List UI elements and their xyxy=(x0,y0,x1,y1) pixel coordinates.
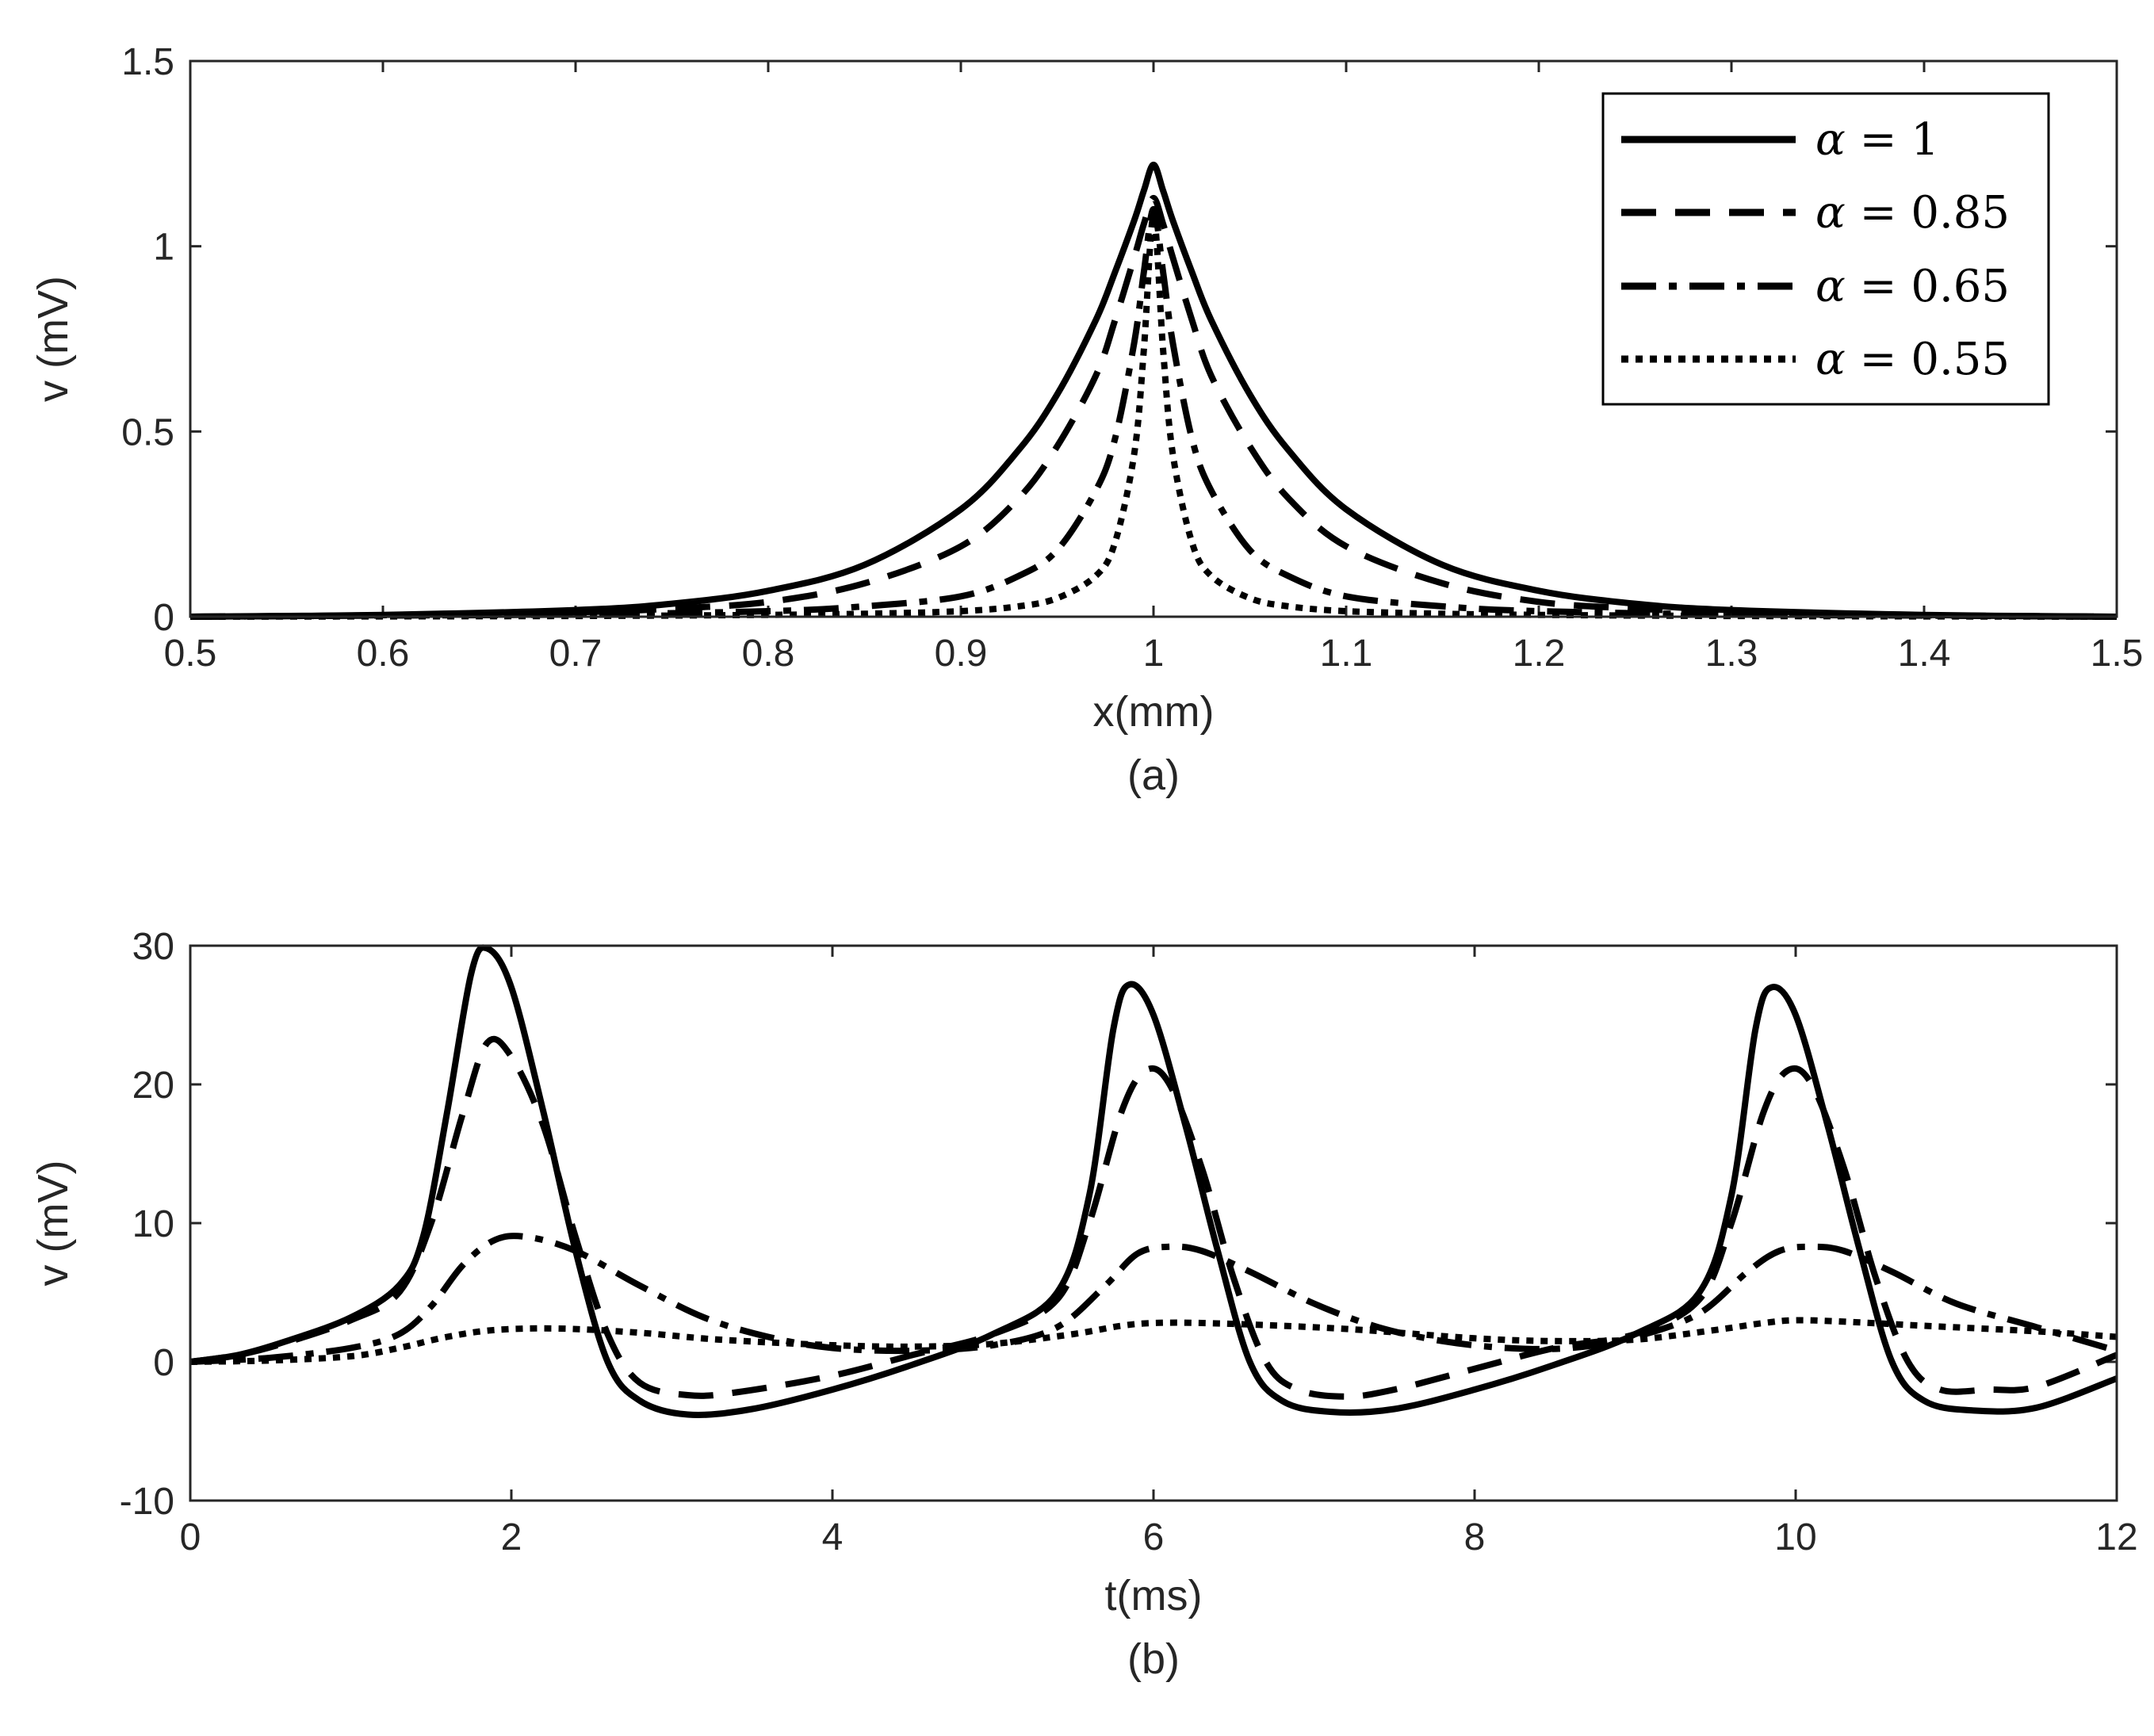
panel-a-y-axis-label: v (mV) xyxy=(29,276,77,402)
a-y-tick-label: 1 xyxy=(153,227,174,269)
b-x-tick-label: 2 xyxy=(501,1516,522,1558)
b-y-tick-label: -10 xyxy=(120,1481,174,1523)
a-series-line-solid xyxy=(189,161,2118,620)
panel-b-caption: (b) xyxy=(1127,1635,1180,1683)
b-y-tick-label: 30 xyxy=(132,926,174,968)
legend-entry-alpha-1: α = 1 xyxy=(1815,114,1939,166)
a-y-tick-label: 0.5 xyxy=(121,411,174,453)
a-y-tick-label: 0 xyxy=(153,597,174,639)
legend-entry-alpha-0.65: α = 0.65 xyxy=(1815,261,2010,312)
a-x-tick-label: 1.3 xyxy=(1705,633,1758,675)
a-x-tick-label: 1.2 xyxy=(1513,633,1566,675)
b-series-line-solid xyxy=(189,944,2118,1418)
b-series-line-dashed xyxy=(189,1035,2118,1400)
panel-b-axes-frame xyxy=(189,944,2118,1502)
panel-a-x-tick-labels: 0.5 0.6 0.7 0.8 0.9 1 1.1 1.2 1.3 1.4 1.5 xyxy=(164,633,2144,675)
panel-b-y-tick-labels: -10 0 10 20 30 xyxy=(120,926,174,1523)
a-x-tick-label: 0.6 xyxy=(357,633,410,675)
b-y-tick-label: 0 xyxy=(153,1342,174,1384)
b-x-tick-label: 0 xyxy=(180,1516,201,1558)
b-series-line-dashdot xyxy=(189,1233,2118,1365)
a-x-tick-label: 0.8 xyxy=(742,633,795,675)
legend-entry-alpha-0.55: α = 0.55 xyxy=(1815,334,2010,385)
panel-a-y-tick-labels: 0 0.5 1 1.5 xyxy=(121,41,174,639)
panel-a-caption: (a) xyxy=(1127,751,1180,799)
a-y-tick-label: 1.5 xyxy=(121,41,174,83)
panel-b-y-axis-label: v (mV) xyxy=(29,1161,77,1287)
a-x-tick-label: 0.9 xyxy=(935,633,988,675)
panel-a-x-axis-label: x(mm) xyxy=(1093,688,1215,736)
legend-entry-alpha-0.85: α = 0.85 xyxy=(1815,187,2010,239)
a-x-tick-label: 0.7 xyxy=(549,633,603,675)
b-x-tick-label: 4 xyxy=(822,1516,844,1558)
b-x-tick-label: 6 xyxy=(1143,1516,1165,1558)
a-series-line-dashdot xyxy=(189,205,2118,620)
a-x-tick-label: 1.5 xyxy=(2091,633,2144,675)
a-series-line-dashed xyxy=(189,194,2118,620)
b-y-tick-label: 20 xyxy=(132,1065,174,1107)
legend-box xyxy=(1601,92,2050,406)
a-x-tick-label: 1.1 xyxy=(1320,633,1373,675)
a-series-line-dotted xyxy=(189,213,2118,620)
a-x-tick-label: 1 xyxy=(1143,633,1165,675)
a-x-tick-label: 0.5 xyxy=(164,633,217,675)
panel-a-lines xyxy=(189,161,2118,620)
b-series-line-dotted xyxy=(189,1317,2118,1365)
a-x-tick-label: 1.4 xyxy=(1898,633,1951,675)
panel-b-lines xyxy=(189,944,2118,1418)
b-x-tick-label: 12 xyxy=(2095,1516,2137,1558)
panel-a: 0.5 0.6 0.7 0.8 0.9 1 1.1 1.2 1.3 1.4 1.5 00.511.5… xyxy=(29,41,2143,799)
b-x-tick-label: 8 xyxy=(1464,1516,1486,1558)
b-y-tick-label: 10 xyxy=(132,1203,174,1245)
b-x-tick-label: 10 xyxy=(1774,1516,1816,1558)
panel-a-axes-frame xyxy=(189,59,2118,618)
panel-b-x-axis-label: t(ms) xyxy=(1105,1572,1203,1619)
legend: α = 1 α = 0.85 α = 0.65 α = 0.55 xyxy=(1601,92,2050,406)
panel-b-x-tick-labels: 0 2 4 6 8 10 12 xyxy=(180,1516,2138,1558)
